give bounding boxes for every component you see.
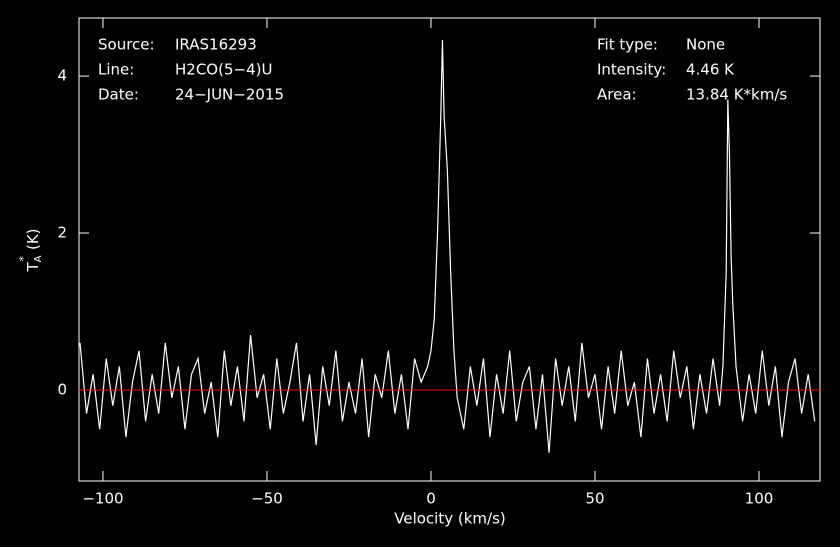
info-key: Date: <box>98 86 139 104</box>
info-key: Line: <box>98 61 134 79</box>
x-tick-label: 100 <box>745 490 774 508</box>
info-value: 4.46 K <box>686 61 735 79</box>
x-tick-label: 50 <box>585 490 604 508</box>
info-key: Source: <box>98 36 155 54</box>
info-key: Fit type: <box>597 36 658 54</box>
info-value: None <box>686 36 725 54</box>
info-value: H2CO(5−4)U <box>175 61 272 79</box>
y-tick-label: 4 <box>57 67 67 85</box>
y-label-main: T <box>24 262 42 273</box>
plot-frame <box>78 17 821 482</box>
spectrum-line <box>79 39 816 453</box>
y-axis-label: TA* (K) <box>17 228 44 272</box>
info-key: Area: <box>597 86 637 104</box>
x-tick-label: 0 <box>426 490 436 508</box>
info-value: 13.84 K*km/s <box>686 86 787 104</box>
info-value: 24−JUN−2015 <box>175 86 284 104</box>
x-axis-label: Velocity (km/s) <box>394 510 505 528</box>
info-key: Intensity: <box>597 61 666 79</box>
y-tick-label: 2 <box>57 224 67 242</box>
y-tick-label: 0 <box>57 380 67 398</box>
y-label-unit: (K) <box>24 228 42 250</box>
x-tick-label: −50 <box>251 490 283 508</box>
info-value: IRAS16293 <box>175 36 257 54</box>
y-label-sup: * <box>17 256 30 262</box>
y-label-sub: A <box>33 255 44 262</box>
x-tick-label: −100 <box>82 490 123 508</box>
